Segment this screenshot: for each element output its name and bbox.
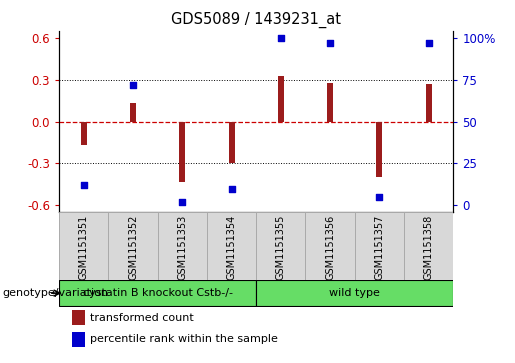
Point bbox=[375, 194, 384, 200]
Bar bbox=[59, 280, 256, 306]
Bar bbox=[327, 82, 333, 122]
Text: cystatin B knockout Cstb-/-: cystatin B knockout Cstb-/- bbox=[83, 288, 233, 298]
Text: GSM1151358: GSM1151358 bbox=[423, 215, 434, 280]
Text: GSM1151355: GSM1151355 bbox=[276, 215, 286, 280]
Bar bbox=[207, 212, 256, 281]
Text: GSM1151353: GSM1151353 bbox=[177, 215, 187, 280]
Bar bbox=[404, 212, 453, 281]
Point bbox=[277, 35, 285, 41]
Text: GSM1151356: GSM1151356 bbox=[325, 215, 335, 280]
Text: wild type: wild type bbox=[329, 288, 380, 298]
Text: transformed count: transformed count bbox=[90, 313, 194, 323]
Bar bbox=[59, 212, 109, 281]
Bar bbox=[130, 103, 136, 122]
Bar bbox=[109, 212, 158, 281]
Point bbox=[424, 40, 433, 46]
Point bbox=[326, 40, 334, 46]
Text: GSM1151357: GSM1151357 bbox=[374, 215, 384, 280]
Text: GSM1151352: GSM1151352 bbox=[128, 215, 138, 280]
Bar bbox=[305, 212, 355, 281]
Bar bbox=[425, 84, 432, 122]
Title: GDS5089 / 1439231_at: GDS5089 / 1439231_at bbox=[171, 12, 341, 28]
Point bbox=[129, 82, 137, 87]
Bar bbox=[229, 122, 234, 163]
Point bbox=[228, 186, 236, 192]
Text: genotype/variation: genotype/variation bbox=[3, 288, 109, 298]
Bar bbox=[256, 212, 305, 281]
Bar bbox=[278, 76, 284, 122]
Text: GSM1151351: GSM1151351 bbox=[79, 215, 89, 280]
Text: GSM1151354: GSM1151354 bbox=[227, 215, 236, 280]
Bar bbox=[376, 122, 382, 178]
Bar bbox=[81, 122, 87, 145]
Text: percentile rank within the sample: percentile rank within the sample bbox=[90, 334, 278, 344]
Point bbox=[178, 199, 186, 205]
Bar bbox=[256, 280, 453, 306]
Bar bbox=[179, 122, 185, 182]
Bar bbox=[355, 212, 404, 281]
Point bbox=[80, 182, 88, 188]
Bar bbox=[158, 212, 207, 281]
